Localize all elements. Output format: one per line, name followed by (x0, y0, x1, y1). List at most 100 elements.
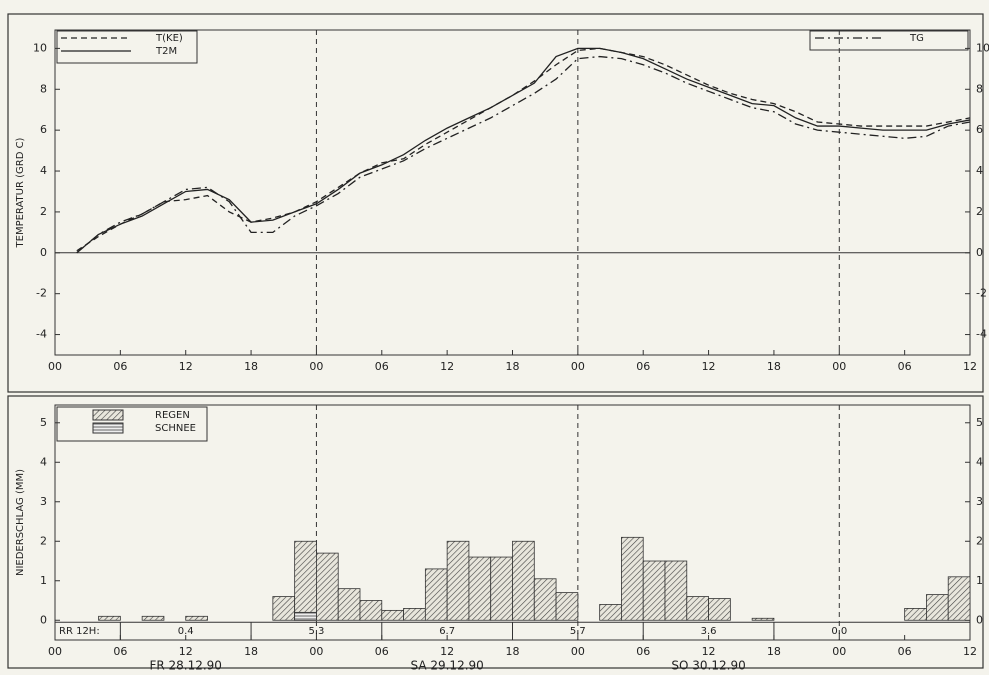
y-tick-label: 0 (40, 613, 47, 626)
y-axis-title: TEMPERATUR (GRD C) (15, 137, 26, 248)
bar (512, 540, 535, 621)
x-tick-label: 00 (832, 360, 846, 373)
y2-tick-label: 1 (976, 574, 983, 587)
x-tick-label: 06 (898, 645, 912, 658)
rr-value: 6.7 (439, 626, 455, 637)
x-tick-label: 18 (767, 360, 781, 373)
plot-area (54, 29, 971, 356)
y-tick-label: 4 (40, 164, 47, 177)
x-tick-label: 12 (179, 360, 193, 373)
bar (294, 540, 317, 621)
bar (686, 596, 709, 621)
y2-tick-label: 2 (976, 534, 983, 547)
bar (708, 598, 731, 621)
x-tick-label: 12 (179, 645, 193, 658)
series-line (76, 47, 971, 252)
rr-value: 0.4 (178, 626, 194, 637)
legend-swatch (92, 422, 124, 434)
rr-value: 3.6 (701, 626, 717, 637)
bar (904, 608, 927, 621)
x-tick-label: 06 (375, 645, 389, 658)
x-tick-label: 18 (767, 645, 781, 658)
legend-swatch (92, 409, 124, 421)
rr-label: RR 12H: (59, 626, 100, 637)
y2-tick-label: 10 (976, 41, 989, 54)
x-tick-label: 06 (636, 645, 650, 658)
rr-value: 5.7 (570, 626, 586, 637)
y-tick-label: 4 (40, 455, 47, 468)
x-tick-label: 00 (309, 645, 323, 658)
bar (337, 588, 361, 621)
x-tick-label: 18 (506, 645, 520, 658)
x-tick-label: 12 (963, 360, 977, 373)
y-tick-label: 3 (40, 495, 47, 508)
y-axis-title: NIEDERSCHLAG (MM) (15, 469, 26, 576)
legend-box (56, 406, 208, 442)
y2-tick-label: 0 (976, 246, 983, 259)
bar (621, 536, 644, 621)
x-tick-label: 00 (832, 645, 846, 658)
legend-label: SCHNEE (155, 423, 196, 434)
y2-tick-label: 2 (976, 205, 983, 218)
bar (98, 615, 121, 621)
y-tick-label: -2 (36, 287, 47, 300)
y-tick-label: 8 (40, 82, 47, 95)
legend-label: T(KE) (155, 33, 183, 44)
x-tick-label: 06 (113, 360, 127, 373)
bottom-frame (7, 395, 984, 669)
x-tick-label: 18 (244, 360, 258, 373)
bar (926, 594, 949, 621)
series-line (76, 47, 971, 254)
y-tick-label: 0 (40, 246, 47, 259)
bar (359, 600, 383, 621)
bar (403, 608, 426, 621)
bar (316, 552, 339, 621)
x-tick-label: 12 (702, 645, 716, 658)
bar (642, 560, 666, 621)
bar (533, 578, 557, 621)
x-tick-label: 00 (571, 360, 585, 373)
x-tick-label: 18 (244, 645, 258, 658)
bar (185, 615, 208, 621)
day-label: FR 28.12.90 (149, 659, 222, 673)
x-tick-label: 18 (506, 360, 520, 373)
y2-tick-label: 8 (976, 82, 983, 95)
x-tick-label: 12 (702, 360, 716, 373)
bar (599, 604, 622, 621)
bar (468, 556, 492, 621)
bar (381, 609, 404, 621)
y2-tick-label: 6 (976, 123, 983, 136)
x-tick-label: 00 (48, 360, 62, 373)
bar (141, 615, 165, 621)
y2-tick-label: 3 (976, 495, 983, 508)
top-frame (7, 13, 984, 393)
x-tick-label: 12 (440, 645, 454, 658)
bar (947, 576, 971, 621)
x-tick-label: 12 (440, 360, 454, 373)
y-tick-label: 1 (40, 574, 47, 587)
y2-tick-label: 5 (976, 416, 983, 429)
x-tick-label: 06 (898, 360, 912, 373)
y2-tick-label: 4 (976, 455, 983, 468)
y-tick-label: -4 (36, 328, 47, 341)
series-line (76, 55, 971, 254)
x-tick-label: 00 (309, 360, 323, 373)
bar (555, 592, 579, 621)
x-tick-label: 00 (571, 645, 585, 658)
legend-label: TG (909, 33, 924, 44)
legend-label: T2M (155, 46, 177, 57)
y-tick-label: 10 (33, 41, 47, 54)
bar (664, 560, 688, 621)
y-tick-label: 2 (40, 205, 47, 218)
legend-box (809, 30, 969, 51)
bar (272, 596, 296, 621)
x-tick-label: 06 (375, 360, 389, 373)
y2-tick-label: 4 (976, 164, 983, 177)
y-tick-label: 6 (40, 123, 47, 136)
y-tick-label: 2 (40, 534, 47, 547)
x-tick-label: 06 (113, 645, 127, 658)
x-tick-label: 00 (48, 645, 62, 658)
legend-box (56, 30, 198, 64)
rr-value: 0.0 (831, 626, 847, 637)
